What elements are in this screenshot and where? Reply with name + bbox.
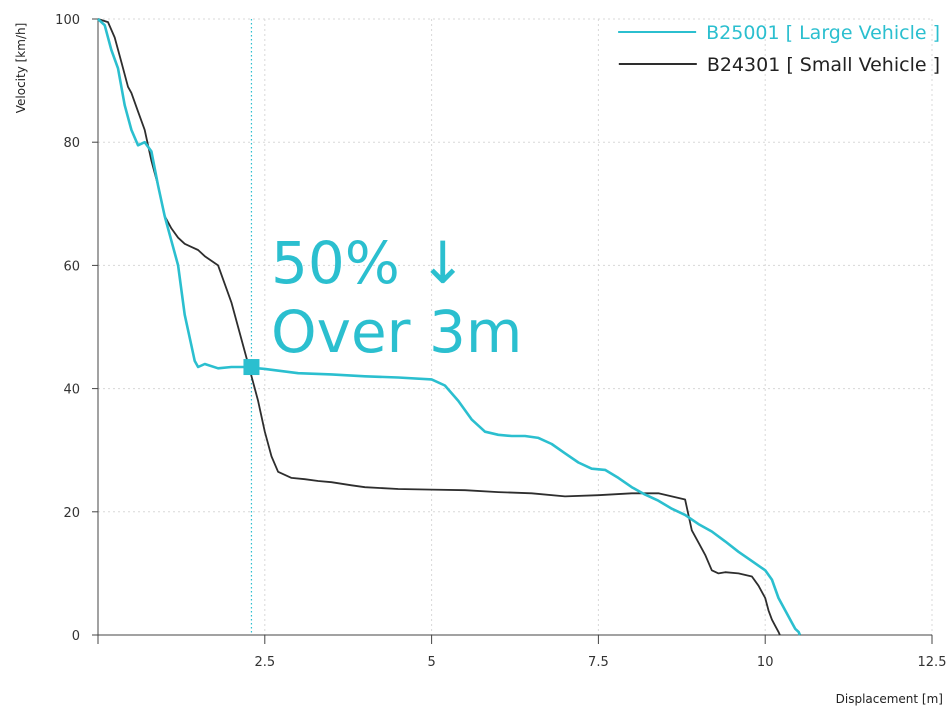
y-tick-label: 60 [63, 259, 80, 274]
annotation-line-1: 50% ↓ [271, 229, 467, 297]
y-tick-label: 0 [72, 629, 80, 644]
legend: B25001 [ Large Vehicle ] B24301 [ Small … [618, 22, 940, 76]
x-tick-label: 10 [757, 655, 774, 670]
x-tick-label: 2.5 [254, 655, 275, 670]
y-axis-label: Velocity [km/h] [14, 23, 28, 114]
x-tick-label: 7.5 [588, 655, 609, 670]
grid-lines [98, 18, 933, 635]
x-axis-label: Displacement [m] [836, 692, 943, 706]
intersection-marker [243, 359, 260, 376]
series-line-large-vehicle [97, 18, 802, 636]
legend-label-small-vehicle: B24301 [ Small Vehicle ] [707, 54, 940, 76]
axes [92, 18, 933, 644]
annotation-group: 50% ↓ Over 3m [271, 229, 522, 366]
series-lines [97, 18, 802, 636]
y-tick-label: 20 [63, 506, 80, 521]
y-tick-label: 80 [63, 136, 80, 151]
y-tick-label: 40 [63, 383, 80, 398]
tick-labels: 0 20 40 60 80 100 2.5 5 7.5 10 12.5 [55, 13, 946, 670]
legend-label-large-vehicle: B25001 [ Large Vehicle ] [706, 22, 940, 44]
x-tick-label: 5 [427, 655, 435, 670]
x-tick-label: 12.5 [918, 655, 947, 670]
annotation-line-2: Over 3m [271, 298, 522, 366]
y-tick-label: 100 [55, 13, 80, 28]
